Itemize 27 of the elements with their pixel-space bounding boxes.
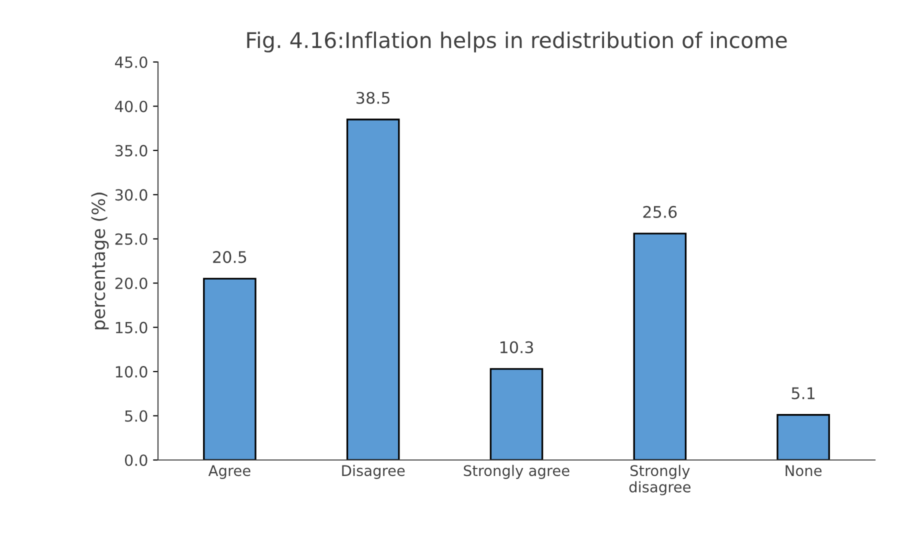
y-tick-label: 10.0 xyxy=(116,366,148,378)
bar xyxy=(490,368,544,460)
y-tick-label: 0.0 xyxy=(124,454,148,466)
bar xyxy=(633,232,687,460)
y-axis-title: percentage (%) xyxy=(91,192,109,330)
x-tick-label: Strongly disagree xyxy=(629,464,690,496)
y-tick-label: 5.0 xyxy=(125,410,148,422)
chart-title: Fig. 4.16:Inflation helps in redistribution of income xyxy=(247,32,787,52)
bar xyxy=(203,278,256,460)
bar xyxy=(346,118,400,460)
y-tick-label: 45.0 xyxy=(115,56,148,68)
data-label: 5.1 xyxy=(792,387,815,400)
y-tick-label: 20.0 xyxy=(115,278,148,290)
y-tick-label: 35.0 xyxy=(115,144,148,156)
x-tick-label: Strongly agree xyxy=(464,464,570,479)
data-label: 20.5 xyxy=(213,251,246,264)
data-label: 10.3 xyxy=(500,341,533,354)
y-tick-label: 25.0 xyxy=(115,233,148,245)
x-tick-label: None xyxy=(786,465,822,476)
bar xyxy=(776,414,830,460)
data-label: 38.5 xyxy=(356,92,390,104)
y-tick-label: 30.0 xyxy=(115,189,148,201)
y-tick-label: 15.0 xyxy=(116,322,148,334)
x-tick-label: Disagree xyxy=(342,464,405,479)
y-tick-label: 40.0 xyxy=(115,100,148,112)
data-label: 25.6 xyxy=(643,206,677,218)
x-tick-label: Agree xyxy=(208,465,250,479)
